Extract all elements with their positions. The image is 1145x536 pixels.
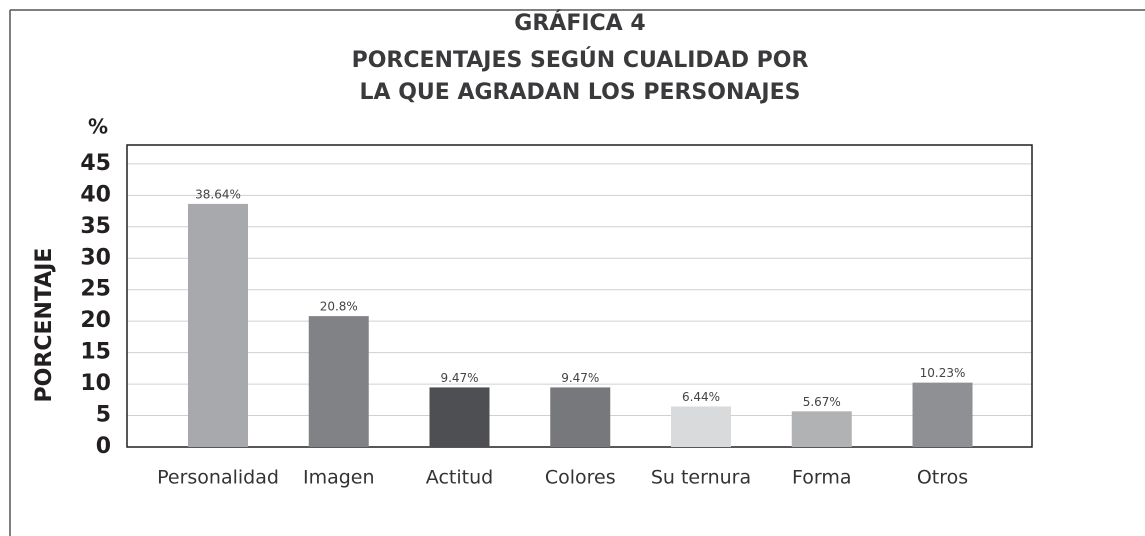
value-label: 10.23% bbox=[920, 366, 966, 380]
x-tick-label: Forma bbox=[792, 467, 852, 489]
value-label: 6.44% bbox=[682, 390, 720, 404]
x-tick-label: Colores bbox=[545, 467, 616, 489]
x-tick-label: Imagen bbox=[303, 467, 375, 489]
chart-title: LA QUE AGRADAN LOS PERSONAJES bbox=[360, 80, 801, 105]
x-tick-label: Su ternura bbox=[651, 467, 751, 489]
bar bbox=[912, 382, 973, 447]
y-tick-label: 5 bbox=[96, 403, 111, 428]
y-tick-label: 15 bbox=[80, 340, 111, 365]
bar bbox=[188, 203, 248, 447]
y-unit: % bbox=[88, 115, 108, 139]
y-tick-label: 20 bbox=[80, 308, 111, 333]
x-tick-label: Otros bbox=[917, 467, 968, 489]
y-tick-label: 10 bbox=[80, 371, 111, 396]
value-label: 9.47% bbox=[440, 371, 478, 385]
value-label: 9.47% bbox=[561, 371, 599, 385]
bar bbox=[791, 411, 852, 447]
bar bbox=[308, 316, 369, 447]
y-tick-label: 25 bbox=[80, 277, 111, 302]
y-tick-label: 35 bbox=[80, 214, 111, 239]
bar bbox=[429, 387, 490, 447]
y-tick-label: 30 bbox=[80, 245, 111, 270]
chart-title: GRÁFICA 4 bbox=[514, 10, 645, 36]
chart-title: PORCENTAJES SEGÚN CUALIDAD POR bbox=[352, 47, 809, 73]
bar bbox=[671, 406, 732, 447]
x-tick-label: Actitud bbox=[426, 467, 493, 489]
value-label: 20.8% bbox=[320, 300, 358, 314]
bar bbox=[550, 387, 611, 447]
x-tick-label: Personalidad bbox=[157, 467, 279, 489]
y-tick-label: 40 bbox=[80, 182, 111, 207]
y-tick-label: 0 bbox=[96, 434, 111, 459]
y-tick-label: 45 bbox=[80, 151, 111, 176]
value-label: 38.64% bbox=[195, 187, 241, 201]
y-axis-label: PORCENTAJE bbox=[32, 248, 57, 403]
value-label: 5.67% bbox=[803, 395, 841, 409]
